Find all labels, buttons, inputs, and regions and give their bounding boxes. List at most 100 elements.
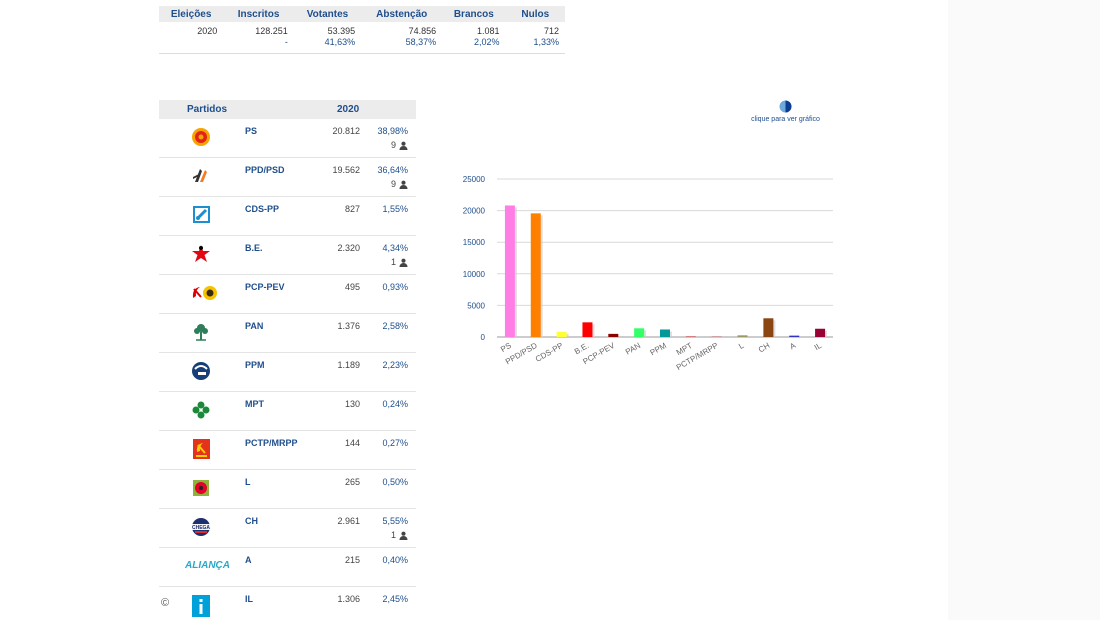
party-row-12: IL 1.306 2,45% bbox=[159, 587, 416, 620]
mpt-clover-icon bbox=[190, 400, 212, 420]
summary-header-brancos: Brancos bbox=[442, 6, 506, 22]
be-star-figure-icon bbox=[190, 244, 212, 264]
party-percentage: 36,64% bbox=[377, 165, 408, 175]
deputy-seat-icon bbox=[399, 141, 408, 150]
summary-year: 2020 bbox=[197, 26, 218, 36]
deputy-seat-icon bbox=[399, 531, 408, 540]
party-row-5: PAN 1.376 2,58% bbox=[159, 314, 416, 353]
chart-toggle-label: clique para ver gráfico bbox=[751, 116, 820, 123]
party-row-8: PCTP/MRPP 144 0,27% bbox=[159, 431, 416, 470]
party-percentage: 0,40% bbox=[382, 555, 408, 565]
party-name: B.E. bbox=[245, 243, 263, 253]
party-seats-count: 1 bbox=[390, 530, 396, 540]
party-votes: 20.812 bbox=[332, 126, 360, 136]
party-row-10: CHEGA CH 2.961 5,55% 1 bbox=[159, 509, 416, 548]
summary-table: Eleições Inscritos Votantes Abstenção Br… bbox=[159, 6, 565, 54]
cds-square-icon bbox=[190, 205, 212, 225]
hammer-sickle-sunflower-icon bbox=[190, 283, 217, 303]
party-votes: 1.306 bbox=[337, 594, 360, 604]
party-seats: 9 bbox=[391, 140, 408, 150]
summary-pct-empty bbox=[159, 37, 224, 54]
party-percentage: 0,93% bbox=[382, 282, 408, 292]
bar-cds-pp bbox=[556, 331, 567, 337]
summary-header-row: Eleições Inscritos Votantes Abstenção Br… bbox=[159, 6, 565, 22]
party-name: CH bbox=[245, 516, 258, 526]
party-votes: 265 bbox=[344, 477, 360, 487]
parties-header-year: 2020 bbox=[337, 104, 360, 115]
party-votes: 2.320 bbox=[337, 243, 360, 253]
party-votes: 2.961 bbox=[337, 516, 360, 526]
bar-mpt bbox=[685, 336, 696, 338]
bar-ppm bbox=[660, 329, 670, 337]
bar-pctp-mrpp bbox=[711, 336, 722, 338]
x-tick-label: IL bbox=[813, 341, 824, 352]
party-row-7: MPT 130 0,24% bbox=[159, 392, 416, 431]
bar-b-e- bbox=[582, 322, 593, 337]
y-tick-label: 10000 bbox=[463, 270, 486, 279]
party-rows: PS 20.812 38,98% 9 PPD/PSD 19.562 36,64% 9 CDS-P… bbox=[159, 119, 416, 620]
x-tick-label: CH bbox=[757, 341, 772, 355]
summary-inscritos: 128.251 bbox=[255, 26, 288, 36]
party-row-4: PCP-PEV 495 0,93% bbox=[159, 275, 416, 314]
party-votes: 827 bbox=[344, 204, 360, 214]
party-percentage: 38,98% bbox=[377, 126, 408, 136]
party-name: CDS-PP bbox=[245, 204, 280, 214]
bar-pcp-pev bbox=[608, 333, 619, 337]
party-row-3: B.E. 2.320 4,34% 1 bbox=[159, 236, 416, 275]
party-votes: 1.376 bbox=[337, 321, 360, 331]
party-name: PCP-PEV bbox=[245, 282, 285, 292]
bar-ps bbox=[504, 205, 515, 337]
summary-header-nulos: Nulos bbox=[505, 6, 565, 22]
party-votes: 495 bbox=[344, 282, 360, 292]
y-tick-label: 20000 bbox=[463, 207, 486, 216]
party-row-9: L 265 0,50% bbox=[159, 470, 416, 509]
party-seats: 1 bbox=[391, 257, 408, 267]
party-votes: 130 bbox=[344, 399, 360, 409]
summary-abstencao: 74.856 bbox=[408, 26, 437, 36]
psd-arrows-icon bbox=[190, 166, 212, 186]
summary-pct-votantes: 41,63% bbox=[293, 37, 362, 54]
party-percentage: 5,55% bbox=[382, 516, 408, 526]
party-votes: 19.562 bbox=[332, 165, 360, 175]
pan-tree-icon bbox=[190, 322, 212, 342]
party-seats: 1 bbox=[391, 530, 408, 540]
bar-pan bbox=[634, 328, 645, 337]
party-name: A bbox=[245, 555, 252, 565]
chart-toggle-link[interactable]: clique para ver gráfico bbox=[738, 100, 833, 123]
party-seats-count: 9 bbox=[390, 179, 396, 189]
party-seats-count: 9 bbox=[390, 140, 396, 150]
party-name: L bbox=[245, 477, 251, 487]
party-name: PAN bbox=[245, 321, 264, 331]
bar-a bbox=[789, 335, 800, 337]
summary-pct-inscritos: - bbox=[223, 37, 294, 54]
parties-header-party: Partidos bbox=[187, 104, 228, 115]
bar-l bbox=[737, 335, 748, 337]
parties-header: Partidos 2020 bbox=[159, 100, 416, 119]
party-percentage: 0,24% bbox=[382, 399, 408, 409]
party-name: PPD/PSD bbox=[245, 165, 285, 175]
party-row-1: PPD/PSD 19.562 36,64% 9 bbox=[159, 158, 416, 197]
party-name: PS bbox=[245, 126, 258, 136]
party-row-11: ALIANÇA A 215 0,40% bbox=[159, 548, 416, 587]
party-row-0: PS 20.812 38,98% 9 bbox=[159, 119, 416, 158]
party-name: PCTP/MRPP bbox=[245, 438, 298, 448]
chega-badge-icon: CHEGA bbox=[190, 517, 212, 537]
bar-ppd-psd bbox=[530, 213, 541, 337]
party-percentage: 0,27% bbox=[382, 438, 408, 448]
party-name: IL bbox=[245, 594, 253, 604]
y-tick-label: 25000 bbox=[463, 175, 486, 184]
party-percentage: 2,23% bbox=[382, 360, 408, 370]
summary-header-eleicoes: Eleições bbox=[159, 6, 224, 22]
party-seats: 9 bbox=[391, 179, 408, 189]
party-name: PPM bbox=[245, 360, 265, 370]
parties-table: Partidos 2020 PS 20.812 38,98% 9 PPD/PSD 19.5… bbox=[159, 100, 416, 620]
summary-pct-abstencao: 58,37% bbox=[361, 37, 443, 54]
ps-fist-rose-icon bbox=[190, 127, 212, 147]
party-name: MPT bbox=[245, 399, 264, 409]
y-tick-label: 0 bbox=[481, 333, 486, 342]
party-row-2: CDS-PP 827 1,55% bbox=[159, 197, 416, 236]
x-tick-label: L bbox=[737, 341, 746, 351]
copyright-mark: © bbox=[161, 597, 170, 609]
party-percentage: 1,55% bbox=[382, 204, 408, 214]
il-i-icon bbox=[190, 595, 212, 617]
